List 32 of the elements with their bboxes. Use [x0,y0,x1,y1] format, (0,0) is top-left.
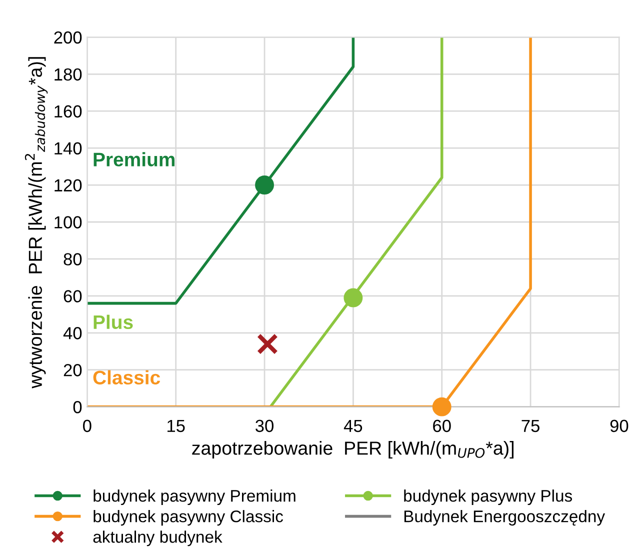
x-tick-label: 30 [256,420,274,432]
annotation: Plus [94,314,133,330]
point [344,288,363,308]
y-tick-label: 0 [73,400,82,414]
x-tick-label: 0 [83,420,92,432]
legend-label: budynek pasywny Plus [404,490,572,506]
legend-label: Budynek Energooszczędny [404,510,606,526]
x-tick-label: 75 [522,420,540,432]
y-tick-label: 160 [54,105,82,118]
point [255,176,274,195]
y-tick-label: 20 [64,364,82,376]
y-tick-label: 200 [54,31,82,44]
x-tick-label: 60 [433,420,451,432]
x-tick-label: 45 [344,420,362,432]
y-tick-label: 40 [63,327,82,340]
annotation: Premium [94,152,174,166]
annotation: Classic [93,370,160,384]
y-tick-label: 140 [54,142,82,155]
y-tick-label: 80 [64,253,82,266]
y-tick-label: 60 [64,290,82,302]
y-tick-label: 100 [54,216,82,228]
legend-label: budynek pasywny Premium [94,490,296,506]
x-tick-label: 90 [610,420,628,432]
y-tick-label: 120 [54,179,82,192]
y-tick-label: 180 [54,68,82,81]
point [256,333,278,355]
x-tick-label: 15 [168,420,185,432]
legend-label: budynek pasywny Classic [94,510,284,526]
legend-label: aktualny budynek [93,530,222,546]
y-axis-title: wytworzenie PER [kWh/(m$^{2}$$_{zabudowy}$*a)] [24,57,48,388]
point [432,397,452,416]
x-axis-title: zapotrzebowanie PER [kWh/(m$_{UPO}$*a)] [192,441,514,459]
